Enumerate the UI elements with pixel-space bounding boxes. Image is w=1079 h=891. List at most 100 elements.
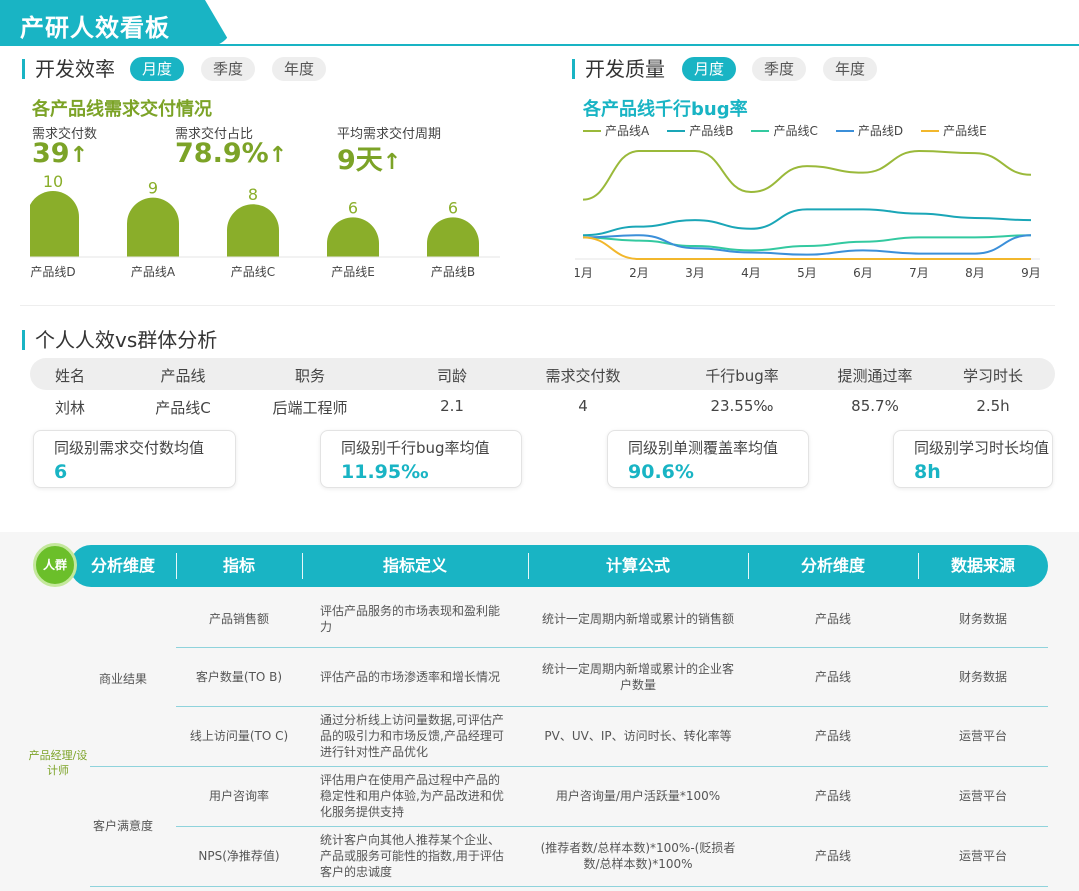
group-label-satisfaction: 客户满意度 — [92, 819, 153, 833]
up-arrow-icon: ↑ — [382, 150, 402, 175]
group-label-business: 商业结果 — [98, 671, 147, 686]
group-divider — [90, 766, 1048, 767]
section-divider — [20, 305, 1055, 306]
matrix-header-cell: 指标 — [222, 556, 255, 575]
indicator-source: 运营平台 — [958, 849, 1007, 863]
efficiency-section-title: 开发效率 — [22, 59, 115, 79]
x-tick-label: 4月 — [741, 266, 761, 280]
dashboard-title: 产研人效看板 — [20, 14, 170, 42]
table-cell: 2.5h — [976, 397, 1010, 415]
legend-label: 产品线D — [857, 124, 904, 138]
indicator-source: 财务数据 — [958, 612, 1007, 626]
bar-category-label: 产品线E — [331, 265, 375, 279]
personal-table-header — [30, 358, 1055, 390]
legend-swatch — [667, 129, 686, 132]
indicator-name: NPS(净推荐值) — [198, 849, 280, 863]
indicator-dimension: 产品线 — [814, 729, 851, 743]
indicator-formula: 统计一定周期内新增或累计的销售额 — [541, 612, 734, 626]
indicator-source: 财务数据 — [958, 670, 1007, 684]
delivery-subtitle: 各产品线需求交付情况 — [32, 99, 212, 120]
personal-section-title: 个人人效vs群体分析 — [22, 330, 217, 350]
indicator-source: 运营平台 — [958, 789, 1007, 803]
table-bottom-border — [90, 886, 1048, 887]
up-arrow-icon: ↑ — [268, 143, 288, 168]
bug-rate-legend: 产品线A 产品线B 产品线C 产品线D 产品线E — [583, 122, 987, 139]
series-line — [582, 208, 1032, 237]
kpi-value-ratio: 78.9%↑ — [175, 138, 288, 169]
bar — [30, 191, 79, 257]
legend-item[interactable]: 产品线C — [751, 122, 818, 139]
card-label: 同级别千行bug率均值 — [341, 439, 490, 457]
legend-item[interactable]: 产品线A — [583, 122, 649, 139]
matrix-header-cell: 分析维度 — [800, 556, 865, 575]
bar-value-label: 9 — [148, 179, 158, 198]
card-value: 90.6% — [628, 461, 694, 483]
card-avg-delivery: 同级别需求交付数均值 6 — [33, 430, 236, 488]
card-avg-bug-rate: 同级别千行bug率均值 11.95‰ — [320, 430, 522, 488]
table-cell: 产品线C — [155, 399, 211, 417]
indicator-name: 产品销售额 — [208, 612, 269, 626]
kpi-label-ratio: 需求交付占比 — [175, 127, 254, 142]
matrix-header-separator — [528, 553, 529, 579]
row-divider — [176, 826, 1048, 827]
matrix-header: 分析维度 指标 指标定义 计算公式 分析维度 数据来源 — [70, 545, 1048, 587]
card-label: 同级别需求交付数均值 — [54, 439, 205, 457]
card-label: 同级别学习时长均值 — [914, 439, 1050, 457]
table-header-cell: 千行bug率 — [705, 367, 779, 385]
indicator-formula: 用户咨询量/用户活跃量*100% — [555, 789, 721, 803]
crowd-badge: 人群 — [33, 543, 77, 587]
series-line — [582, 234, 1032, 256]
table-header-cell: 司龄 — [436, 367, 467, 385]
legend-label: 产品线C — [773, 124, 818, 138]
bar-value-label: 6 — [448, 198, 458, 217]
bar-category-label: 产品线B — [431, 265, 475, 279]
indicator-name: 线上访问量(TO C) — [189, 729, 289, 743]
indicator-definition: 评估产品的市场渗透率和增长情况 — [320, 670, 501, 684]
bar-category-label: 产品线A — [131, 265, 176, 279]
role-label: 产品经理/设计师 — [28, 749, 88, 777]
bar — [227, 204, 279, 257]
kpi-label-delivered: 需求交付数 — [32, 127, 98, 142]
kpi-label-cycle: 平均需求交付周期 — [337, 127, 442, 142]
x-tick-label: 1月 — [575, 266, 593, 280]
efficiency-pill-year[interactable]: 年度 — [272, 57, 327, 81]
indicator-formula: 统计一定周期内新增或累计的企业客户数量 — [541, 662, 734, 692]
table-header-cell: 职务 — [294, 367, 325, 385]
indicator-definition: 通过分析线上访问量数据,可评估产品的吸引力和市场反馈,产品经理可进行针对性产品优… — [320, 713, 504, 759]
quality-pill-quarter[interactable]: 季度 — [752, 57, 807, 81]
legend-swatch — [751, 129, 770, 132]
series-line — [582, 149, 1032, 201]
card-label: 同级别单测覆盖率均值 — [628, 439, 779, 457]
card-avg-learning: 同级别学习时长均值 8h — [893, 430, 1053, 488]
table-header-cell: 学习时长 — [962, 367, 1023, 385]
legend-item[interactable]: 产品线E — [921, 122, 987, 139]
quality-pill-year[interactable]: 年度 — [823, 57, 878, 81]
dashboard-title-tab — [0, 0, 232, 46]
table-header-cell: 姓名 — [54, 367, 85, 385]
table-header-cell: 提测通过率 — [837, 367, 913, 385]
indicator-dimension: 产品线 — [814, 670, 851, 684]
matrix-header-separator — [176, 553, 177, 579]
efficiency-pill-month[interactable]: 月度 — [130, 57, 185, 81]
indicator-definition: 评估用户在使用产品过程中产品的稳定性和用户体验,为产品改进和优化服务提供支持 — [320, 773, 504, 819]
matrix-header-separator — [302, 553, 303, 579]
x-tick-label: 6月 — [853, 266, 873, 280]
indicator-dimension: 产品线 — [814, 789, 851, 803]
efficiency-pill-quarter[interactable]: 季度 — [201, 57, 256, 81]
matrix-header-separator — [918, 553, 919, 579]
row-divider — [176, 647, 1048, 648]
header-divider — [0, 44, 1079, 46]
legend-item[interactable]: 产品线D — [835, 122, 904, 139]
quality-pill-month[interactable]: 月度 — [682, 57, 737, 81]
indicator-formula: PV、UV、IP、访问时长、转化率等 — [544, 729, 732, 743]
table-header-cell: 产品线 — [160, 367, 206, 385]
bar-category-label: 产品线D — [30, 265, 75, 279]
card-avg-coverage: 同级别单测覆盖率均值 90.6% — [607, 430, 809, 488]
legend-label: 产品线A — [605, 124, 650, 138]
indicator-definition: 评估产品服务的市场表现和盈利能力 — [320, 604, 501, 634]
bar-value-label: 8 — [248, 185, 258, 204]
legend-item[interactable]: 产品线B — [667, 122, 733, 139]
indicator-source: 运营平台 — [958, 729, 1007, 743]
matrix-header-cell: 分析维度 — [90, 556, 155, 575]
indicator-definition: 统计客户向其他人推荐某个企业、产品或服务可能性的指数,用于评估客户的忠诚度 — [320, 833, 504, 879]
